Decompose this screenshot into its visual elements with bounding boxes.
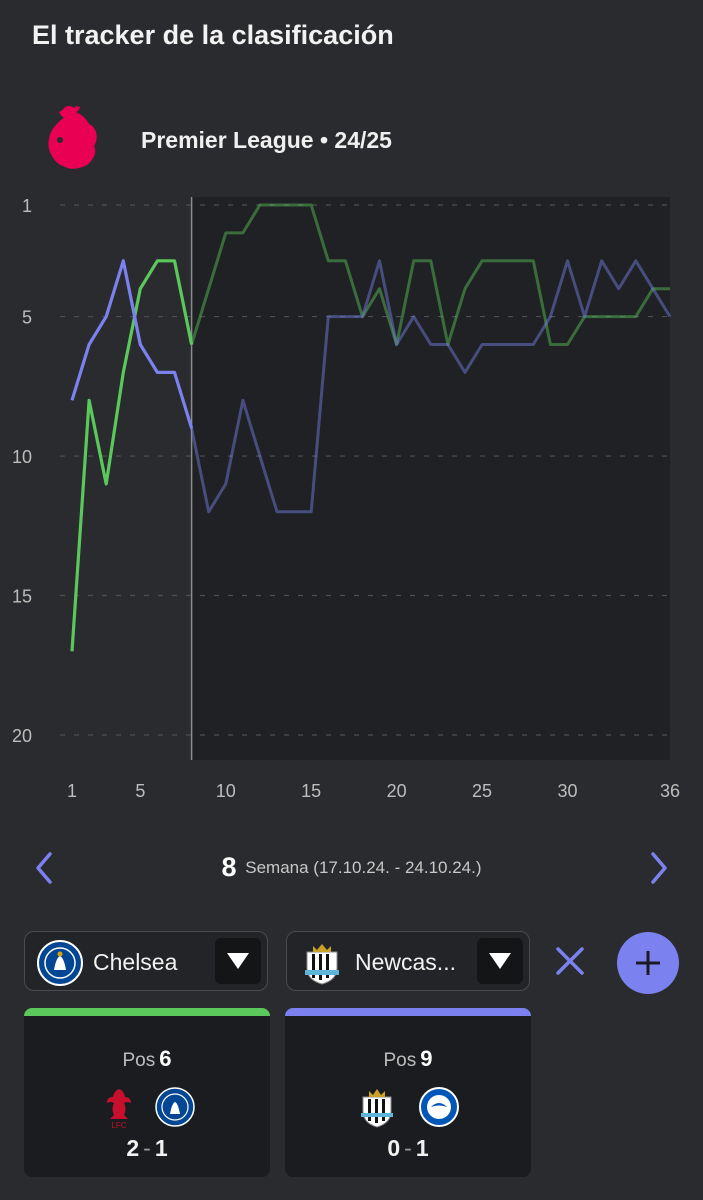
close-icon[interactable] xyxy=(554,945,586,977)
position-value: 9 xyxy=(420,1046,433,1071)
y-tick-label: 1 xyxy=(22,196,32,216)
dropdown-button[interactable] xyxy=(215,938,261,984)
triangle-down-icon xyxy=(227,953,249,969)
newcastle-crest-icon xyxy=(305,944,339,985)
week-range: Semana (17.10.24. - 24.10.24.) xyxy=(245,858,482,877)
series-line-future-1 xyxy=(190,259,672,514)
x-tick-label: 1 xyxy=(67,781,77,801)
y-tick-label: 15 xyxy=(12,587,32,607)
league-name: Premier League • 24/25 xyxy=(141,127,392,153)
brighton-crest-icon xyxy=(419,1087,459,1127)
series-line-0 xyxy=(70,259,194,652)
chevron-right-icon[interactable] xyxy=(643,850,673,886)
team-selector-chelsea[interactable]: Chelsea xyxy=(24,931,268,991)
chevron-left-icon[interactable] xyxy=(30,850,60,886)
match-score: 2-1 xyxy=(126,1135,168,1161)
x-tick-label: 15 xyxy=(301,781,321,801)
match-card-newcastle[interactable]: Pos 9 0-1 xyxy=(285,1008,531,1177)
week-navigator: 8 Semana (17.10.24. - 24.10.24.) xyxy=(0,842,703,892)
x-tick-label: 10 xyxy=(216,781,236,801)
position-value: 6 xyxy=(159,1046,172,1071)
premier-league-lion-icon xyxy=(48,106,97,169)
team-color-bar xyxy=(285,1008,531,1016)
y-tick-label: 20 xyxy=(12,726,32,746)
x-tick-label: 5 xyxy=(135,781,145,801)
triangle-down-icon xyxy=(489,953,511,969)
x-tick-label: 20 xyxy=(387,781,407,801)
series-line-future-0 xyxy=(190,203,670,346)
y-tick-label: 10 xyxy=(12,447,32,467)
team-selector-newcastle[interactable]: Newcas... xyxy=(286,931,530,991)
match-card-chelsea[interactable]: Pos 6 LFC 2-1 xyxy=(24,1008,270,1177)
chelsea-crest-icon xyxy=(37,940,83,986)
y-tick-label: 5 xyxy=(22,308,32,328)
week-label: 8 Semana (17.10.24. - 24.10.24.) xyxy=(0,852,703,883)
position-label: Pos 6 xyxy=(122,1046,172,1071)
match-score: 0-1 xyxy=(387,1135,429,1161)
future-weeks-region xyxy=(191,197,670,760)
team-name: Chelsea xyxy=(93,949,178,975)
dropdown-button[interactable] xyxy=(477,938,523,984)
plus-icon xyxy=(636,951,660,975)
liverpool-crest-icon: LFC xyxy=(107,1089,131,1129)
add-team-button[interactable] xyxy=(617,932,679,994)
series-line-1 xyxy=(70,259,194,429)
svg-text:LFC: LFC xyxy=(111,1121,126,1129)
week-number: 8 xyxy=(221,852,237,882)
newcastle-crest-icon xyxy=(361,1089,393,1128)
x-tick-label: 25 xyxy=(472,781,492,801)
team-color-bar xyxy=(24,1008,270,1016)
position-label: Pos 9 xyxy=(383,1046,433,1071)
x-tick-label: 36 xyxy=(660,781,680,801)
chelsea-crest-icon xyxy=(155,1087,195,1127)
team-name: Newcas... xyxy=(355,949,456,975)
page-title: El tracker de la clasificación xyxy=(32,20,394,50)
x-tick-label: 30 xyxy=(557,781,577,801)
